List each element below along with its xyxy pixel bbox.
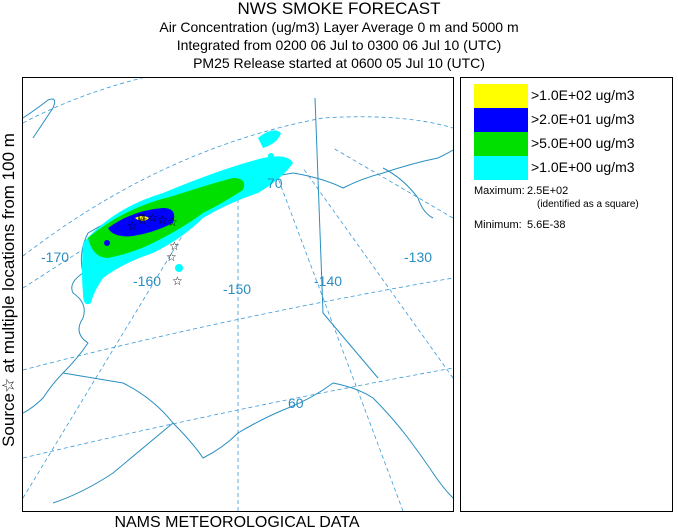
source-star: ☆	[157, 213, 168, 227]
coastlines	[23, 97, 453, 504]
maximum-label: Maximum:	[474, 185, 525, 197]
legend-swatch-cyan	[474, 156, 528, 180]
lat-line	[23, 277, 453, 371]
plume-cyan-dot	[268, 153, 274, 159]
plume-blue-dot	[104, 240, 110, 246]
legend-swatch-blue	[474, 108, 528, 132]
lat-label: 60	[288, 395, 304, 411]
source-star: ☆	[169, 239, 180, 253]
lat-line	[23, 367, 453, 459]
coastline-canada	[382, 167, 434, 219]
coastline-west	[23, 232, 89, 414]
maximum-square	[138, 214, 145, 221]
minimum-label: Minimum:	[474, 219, 522, 231]
lon-line	[277, 177, 404, 511]
lat-line	[23, 78, 144, 124]
maximum-value: 2.5E+02	[527, 185, 569, 197]
source-star: ☆	[166, 250, 177, 264]
legend-swatch-green	[474, 132, 528, 156]
lon-label: -150	[223, 281, 251, 297]
lon-line	[332, 147, 453, 219]
map-panel: ☆ ☆ ☆ ☆ ☆ ☆ ☆ ☆ -170 -160 -150 -140 -130…	[22, 77, 454, 512]
legend-panel: >1.0E+02 ug/m3 >2.0E+01 ug/m3 >5.0E+00 u…	[460, 77, 673, 512]
legend-swatch-yellow	[474, 84, 528, 108]
legend-label: >2.0E+01 ug/m3	[531, 111, 635, 127]
source-side-label: Source☆ at multiple locations from 100 m	[0, 133, 18, 447]
longitude-grid	[23, 147, 453, 511]
lon-label: -170	[41, 249, 69, 265]
lon-label: -140	[314, 273, 342, 289]
source-star: ☆	[167, 215, 178, 229]
lon-line	[23, 217, 194, 499]
release-start: PM25 Release started at 0600 05 Jul 10 (…	[193, 55, 485, 71]
legend-label: >1.0E+02 ug/m3	[531, 87, 635, 103]
source-star: ☆	[147, 211, 158, 225]
lon-label: -160	[133, 273, 161, 289]
lon-line	[302, 167, 453, 379]
plume-cyan-dot	[175, 264, 183, 272]
border-line	[314, 97, 379, 379]
plume-blue	[108, 208, 175, 237]
minimum-value: 5.6E-38	[527, 219, 566, 231]
plume-cyan-main	[82, 156, 293, 305]
maximum-note: (identified as a square)	[537, 199, 639, 210]
plume-cyan-patch	[258, 130, 281, 148]
plume-cyan	[82, 130, 293, 305]
legend-label: >1.0E+00 ug/m3	[531, 159, 635, 175]
forecast-title: NWS SMOKE FORECAST	[237, 0, 441, 18]
met-data-footer: NAMS METEOROLOGICAL DATA	[114, 514, 360, 531]
lon-label: -130	[404, 249, 432, 265]
map-svg: ☆ ☆ ☆ ☆ ☆ ☆ ☆ ☆ -170 -160 -150 -140 -130…	[23, 78, 453, 511]
alaska-peninsula	[52, 422, 174, 504]
coastline-south	[62, 372, 453, 499]
coastline-chukotka	[23, 98, 56, 139]
lat-line	[23, 116, 453, 257]
concentration-subtitle: Air Concentration (ug/m3) Layer Average …	[159, 19, 519, 35]
latitude-grid	[23, 78, 453, 459]
source-star: ☆	[172, 274, 183, 288]
legend-label: >5.0E+00 ug/m3	[531, 135, 635, 151]
source-star: ☆	[127, 219, 138, 233]
integration-period: Integrated from 0200 06 Jul to 0300 06 J…	[176, 37, 502, 53]
lat-label: 70	[267, 175, 283, 191]
